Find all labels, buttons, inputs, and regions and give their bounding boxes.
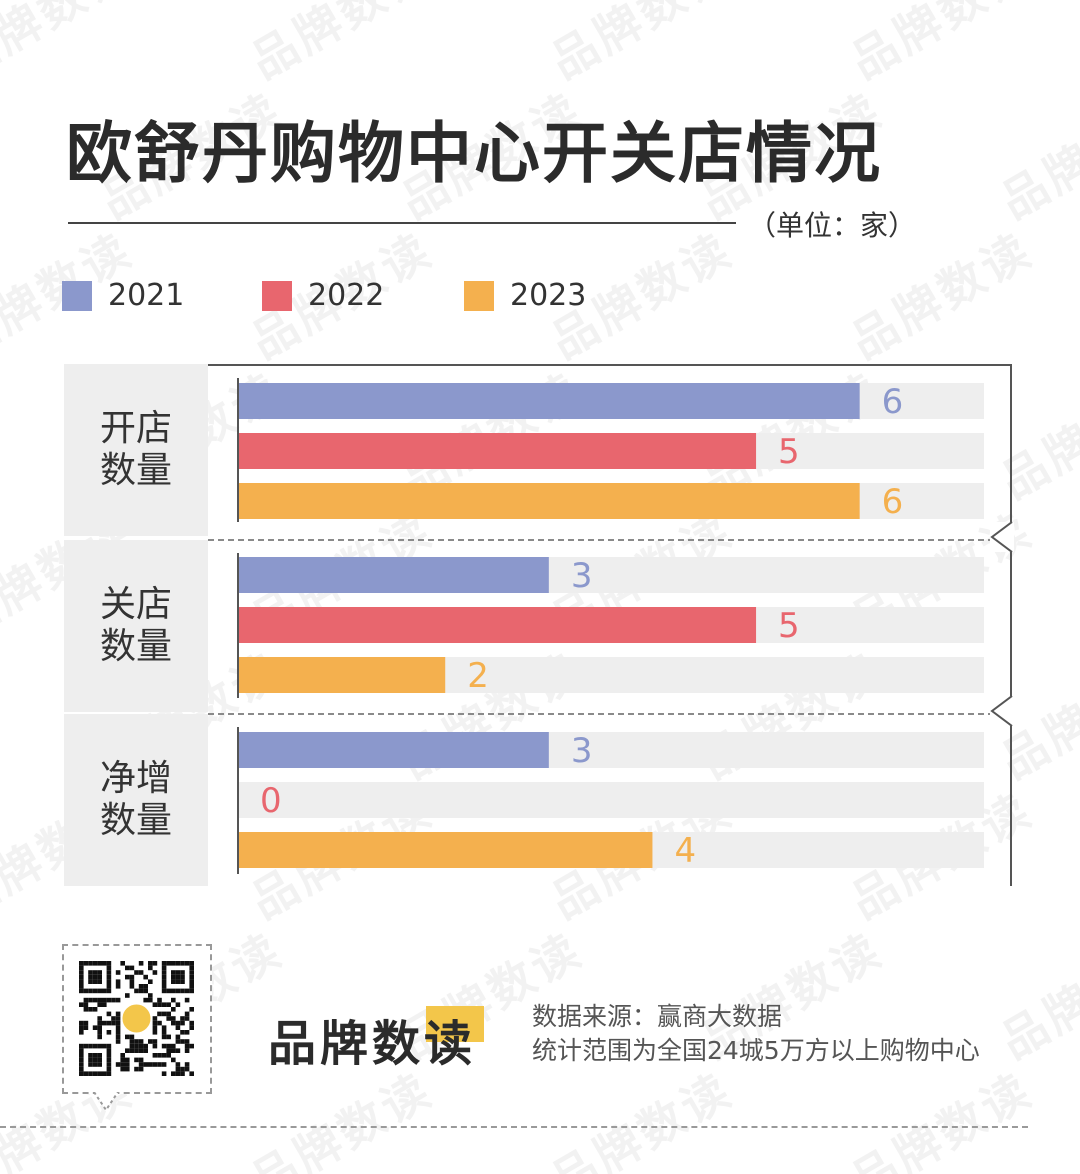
scope-line: 统计范围为全国24城5万方以上购物中心 — [532, 1036, 980, 1065]
qr-pointer — [94, 1092, 118, 1112]
frame-notch — [990, 696, 1014, 726]
data-source: 数据来源：赢商大数据 统计范围为全国24城5万方以上购物中心 — [532, 1000, 980, 1068]
category-label-net: 净增数量 — [99, 758, 172, 841]
axis-line — [237, 727, 239, 874]
legend-item-2022: 2022 — [262, 278, 384, 313]
title-underline — [68, 222, 736, 224]
group-divider — [208, 539, 994, 541]
qr-code-frame — [62, 944, 212, 1094]
data-label-close-2022: 5 — [778, 606, 800, 646]
source-line: 数据来源：赢商大数据 — [532, 1002, 783, 1031]
bar-open-2021 — [238, 383, 860, 419]
chart-frame — [208, 364, 1012, 886]
data-label-net-2022: 0 — [260, 781, 282, 821]
data-label-open-2023: 6 — [882, 482, 904, 522]
category-box-open: 开店数量 — [64, 364, 208, 536]
legend-swatch-2021 — [62, 280, 92, 311]
unit-label: （单位：家） — [748, 209, 917, 242]
category-box-close: 关店数量 — [64, 540, 208, 712]
data-label-close-2023: 2 — [467, 656, 489, 696]
bar-net-2021 — [238, 732, 549, 768]
bar-close-2021 — [238, 557, 549, 593]
bottom-divider — [0, 1126, 1028, 1128]
bar-close-2022 — [238, 607, 757, 643]
legend-swatch-2023 — [464, 280, 494, 311]
qr-badge — [120, 1002, 153, 1035]
data-label-open-2022: 5 — [778, 432, 800, 472]
bar-open-2022 — [238, 433, 757, 469]
data-label-net-2023: 4 — [674, 831, 696, 871]
axis-line — [237, 378, 239, 522]
bar-open-2023 — [238, 483, 860, 519]
category-label-close: 关店数量 — [99, 584, 172, 667]
legend-item-2023: 2023 — [464, 278, 586, 313]
group-divider — [208, 713, 994, 715]
frame-notch — [990, 522, 1014, 552]
bar-net-2023 — [238, 832, 653, 868]
data-label-net-2021: 3 — [571, 731, 593, 771]
legend-label-2022: 2022 — [308, 278, 385, 313]
category-label-open: 开店数量 — [99, 408, 172, 491]
legend-item-2021: 2021 — [62, 278, 184, 313]
chart-title: 欧舒丹购物中心开关店情况 — [66, 115, 882, 192]
legend-label-2021: 2021 — [108, 278, 185, 313]
data-label-close-2021: 3 — [571, 556, 593, 596]
brand-logo: 品牌数读 — [268, 1016, 477, 1072]
axis-line — [237, 553, 239, 698]
data-label-open-2021: 6 — [882, 382, 904, 422]
legend-label-2023: 2023 — [510, 278, 587, 313]
legend-swatch-2022 — [262, 280, 292, 311]
bar-close-2023 — [238, 657, 446, 693]
qr-code — [79, 961, 194, 1076]
brand-highlight — [426, 1006, 484, 1042]
bar-track — [238, 782, 984, 818]
category-box-net: 净增数量 — [64, 714, 208, 886]
